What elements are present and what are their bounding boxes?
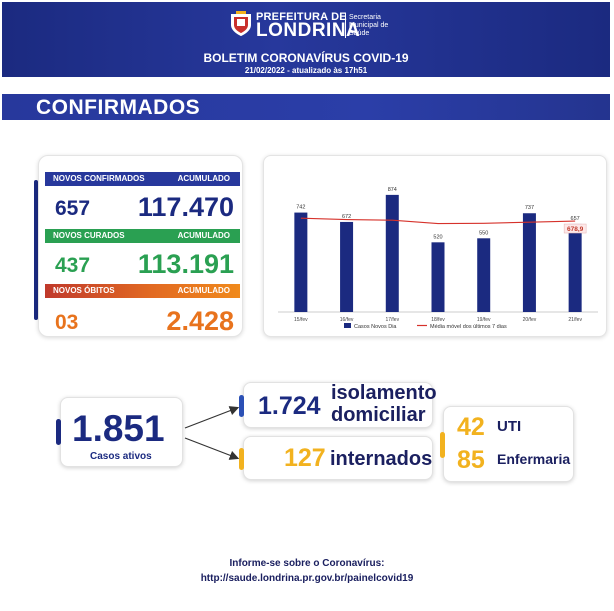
chart-svg: 742 15/fev 672 16/fev 874 17/fev 520 18/fev 550 1…: [278, 187, 598, 330]
hospitalized-value: 127: [284, 444, 326, 472]
uti-value: 42: [457, 413, 485, 441]
chart-bar: [431, 242, 445, 312]
stats-accent-bar: [34, 180, 38, 320]
stats-panel: NOVOS CONFIRMADOS ACUMULADO 657 117.470 …: [38, 155, 243, 337]
section-banner: CONFIRMADOS: [2, 94, 610, 120]
chart-category-label: 16/fev: [340, 317, 354, 323]
uti-label: UTI: [497, 418, 522, 435]
confirmados-acumulado: 117.470: [137, 192, 234, 222]
legend-bar-swatch: [344, 323, 351, 328]
chart-bar: [294, 212, 308, 312]
curados-label: NOVOS CURADOS: [53, 231, 125, 240]
chart-bar-label: 550: [479, 230, 488, 236]
isolation-label-line2: domiciliar: [331, 404, 426, 426]
curados-acc-label: ACUMULADO: [177, 231, 230, 240]
chart-category-label: 19/fev: [477, 317, 491, 323]
bulletin-header: PREFEITURA DE LONDRINA Secretaria Munici…: [2, 2, 610, 77]
logo-text-prefeitura: PREFEITURA DE: [256, 11, 347, 23]
active-cases-total: 1.851: [72, 408, 165, 449]
obitos-novos: 03: [55, 311, 79, 334]
logo-text-londrina: LONDRINA: [256, 20, 361, 41]
enfermaria-label: Enfermaria: [497, 451, 571, 467]
chart-bar-label: 742: [296, 205, 305, 211]
chart-category-label: 20/fev: [523, 317, 537, 323]
daily-cases-chart: 742 15/fev 672 16/fev 874 17/fev 520 18/fev 550 1…: [263, 155, 607, 337]
bulletin-date: 21/02/2022 - atualizado às 17h51: [244, 66, 368, 75]
chart-bar: [522, 213, 536, 312]
bulletin-title: BOLETIM CORONAVÍRUS COVID-19: [203, 51, 409, 65]
chart-moving-average-line: [300, 217, 576, 225]
obitos-acc-label: ACUMULADO: [177, 286, 230, 295]
active-cases-card: [60, 397, 183, 467]
isolation-accent-bar: [239, 395, 244, 417]
chart-average-label: 678,9: [567, 226, 584, 233]
active-accent-bar: [56, 419, 61, 445]
chart-bar-label: 672: [342, 214, 351, 220]
chart-bar-label: 874: [388, 187, 397, 193]
logo-secretaria-line: Secretaria: [349, 14, 381, 21]
legend-bar-label: Casos Novos Dia: [354, 324, 397, 330]
curados-novos: 437: [55, 254, 91, 277]
chart-category-label: 15/fev: [294, 317, 308, 323]
logo-secretaria-line: Saúde: [349, 30, 370, 37]
legend-line-label: Média móvel dos últimos 7 dias: [430, 324, 507, 330]
logo-secretaria: Secretaria Municipal de Saúde: [349, 14, 388, 38]
chart-bar: [385, 194, 399, 312]
chart-bar: [568, 223, 582, 312]
chart-category-label: 21/fev: [568, 317, 582, 323]
confirmados-acc-label: ACUMULADO: [177, 174, 230, 183]
confirmados-header: NOVOS CONFIRMADOS ACUMULADO: [45, 172, 240, 186]
footer-link[interactable]: http://saude.londrina.pr.gov.br/painelco…: [200, 573, 414, 584]
chart-average-badge: [563, 223, 587, 234]
chart-bar-label: 737: [525, 205, 534, 211]
curados-header: NOVOS CURADOS ACUMULADO: [45, 229, 240, 243]
active-cases-label: Casos ativos: [90, 451, 152, 462]
chart-bar: [477, 238, 491, 312]
logo-secretaria-line: Municipal de: [349, 22, 389, 29]
city-crest-icon: [231, 11, 251, 36]
chart-bar: [340, 221, 354, 312]
curados-acumulado: 113.191: [137, 249, 234, 279]
section-title: CONFIRMADOS: [36, 96, 201, 119]
obitos-header: NOVOS ÓBITOS ACUMULADO: [45, 284, 240, 298]
prefeitura-logo: PREFEITURA DE LONDRINA Secretaria Munici…: [228, 10, 398, 41]
chart-bar-label: 657: [571, 216, 580, 222]
chart-bar-label: 520: [433, 234, 442, 240]
logo-divider: [345, 13, 346, 38]
beds-accent-bar: [440, 432, 445, 458]
confirmados-label: NOVOS CONFIRMADOS: [53, 174, 145, 183]
isolation-label-line1: isolamento: [331, 382, 437, 404]
confirmados-novos: 657: [55, 197, 91, 220]
enfermaria-value: 85: [457, 446, 485, 474]
chart-category-label: 17/fev: [385, 317, 399, 323]
obitos-label: NOVOS ÓBITOS: [53, 286, 115, 295]
obitos-acumulado: 2.428: [166, 306, 234, 336]
split-arrows-icon: [184, 406, 240, 460]
hospitalized-accent-bar: [239, 448, 244, 470]
hospitalized-label: internados: [330, 448, 433, 470]
chart-category-label: 18/fev: [431, 317, 445, 323]
footer-info: Informe-se sobre o Coronavírus:: [229, 558, 385, 569]
isolation-value: 1.724: [258, 392, 321, 420]
